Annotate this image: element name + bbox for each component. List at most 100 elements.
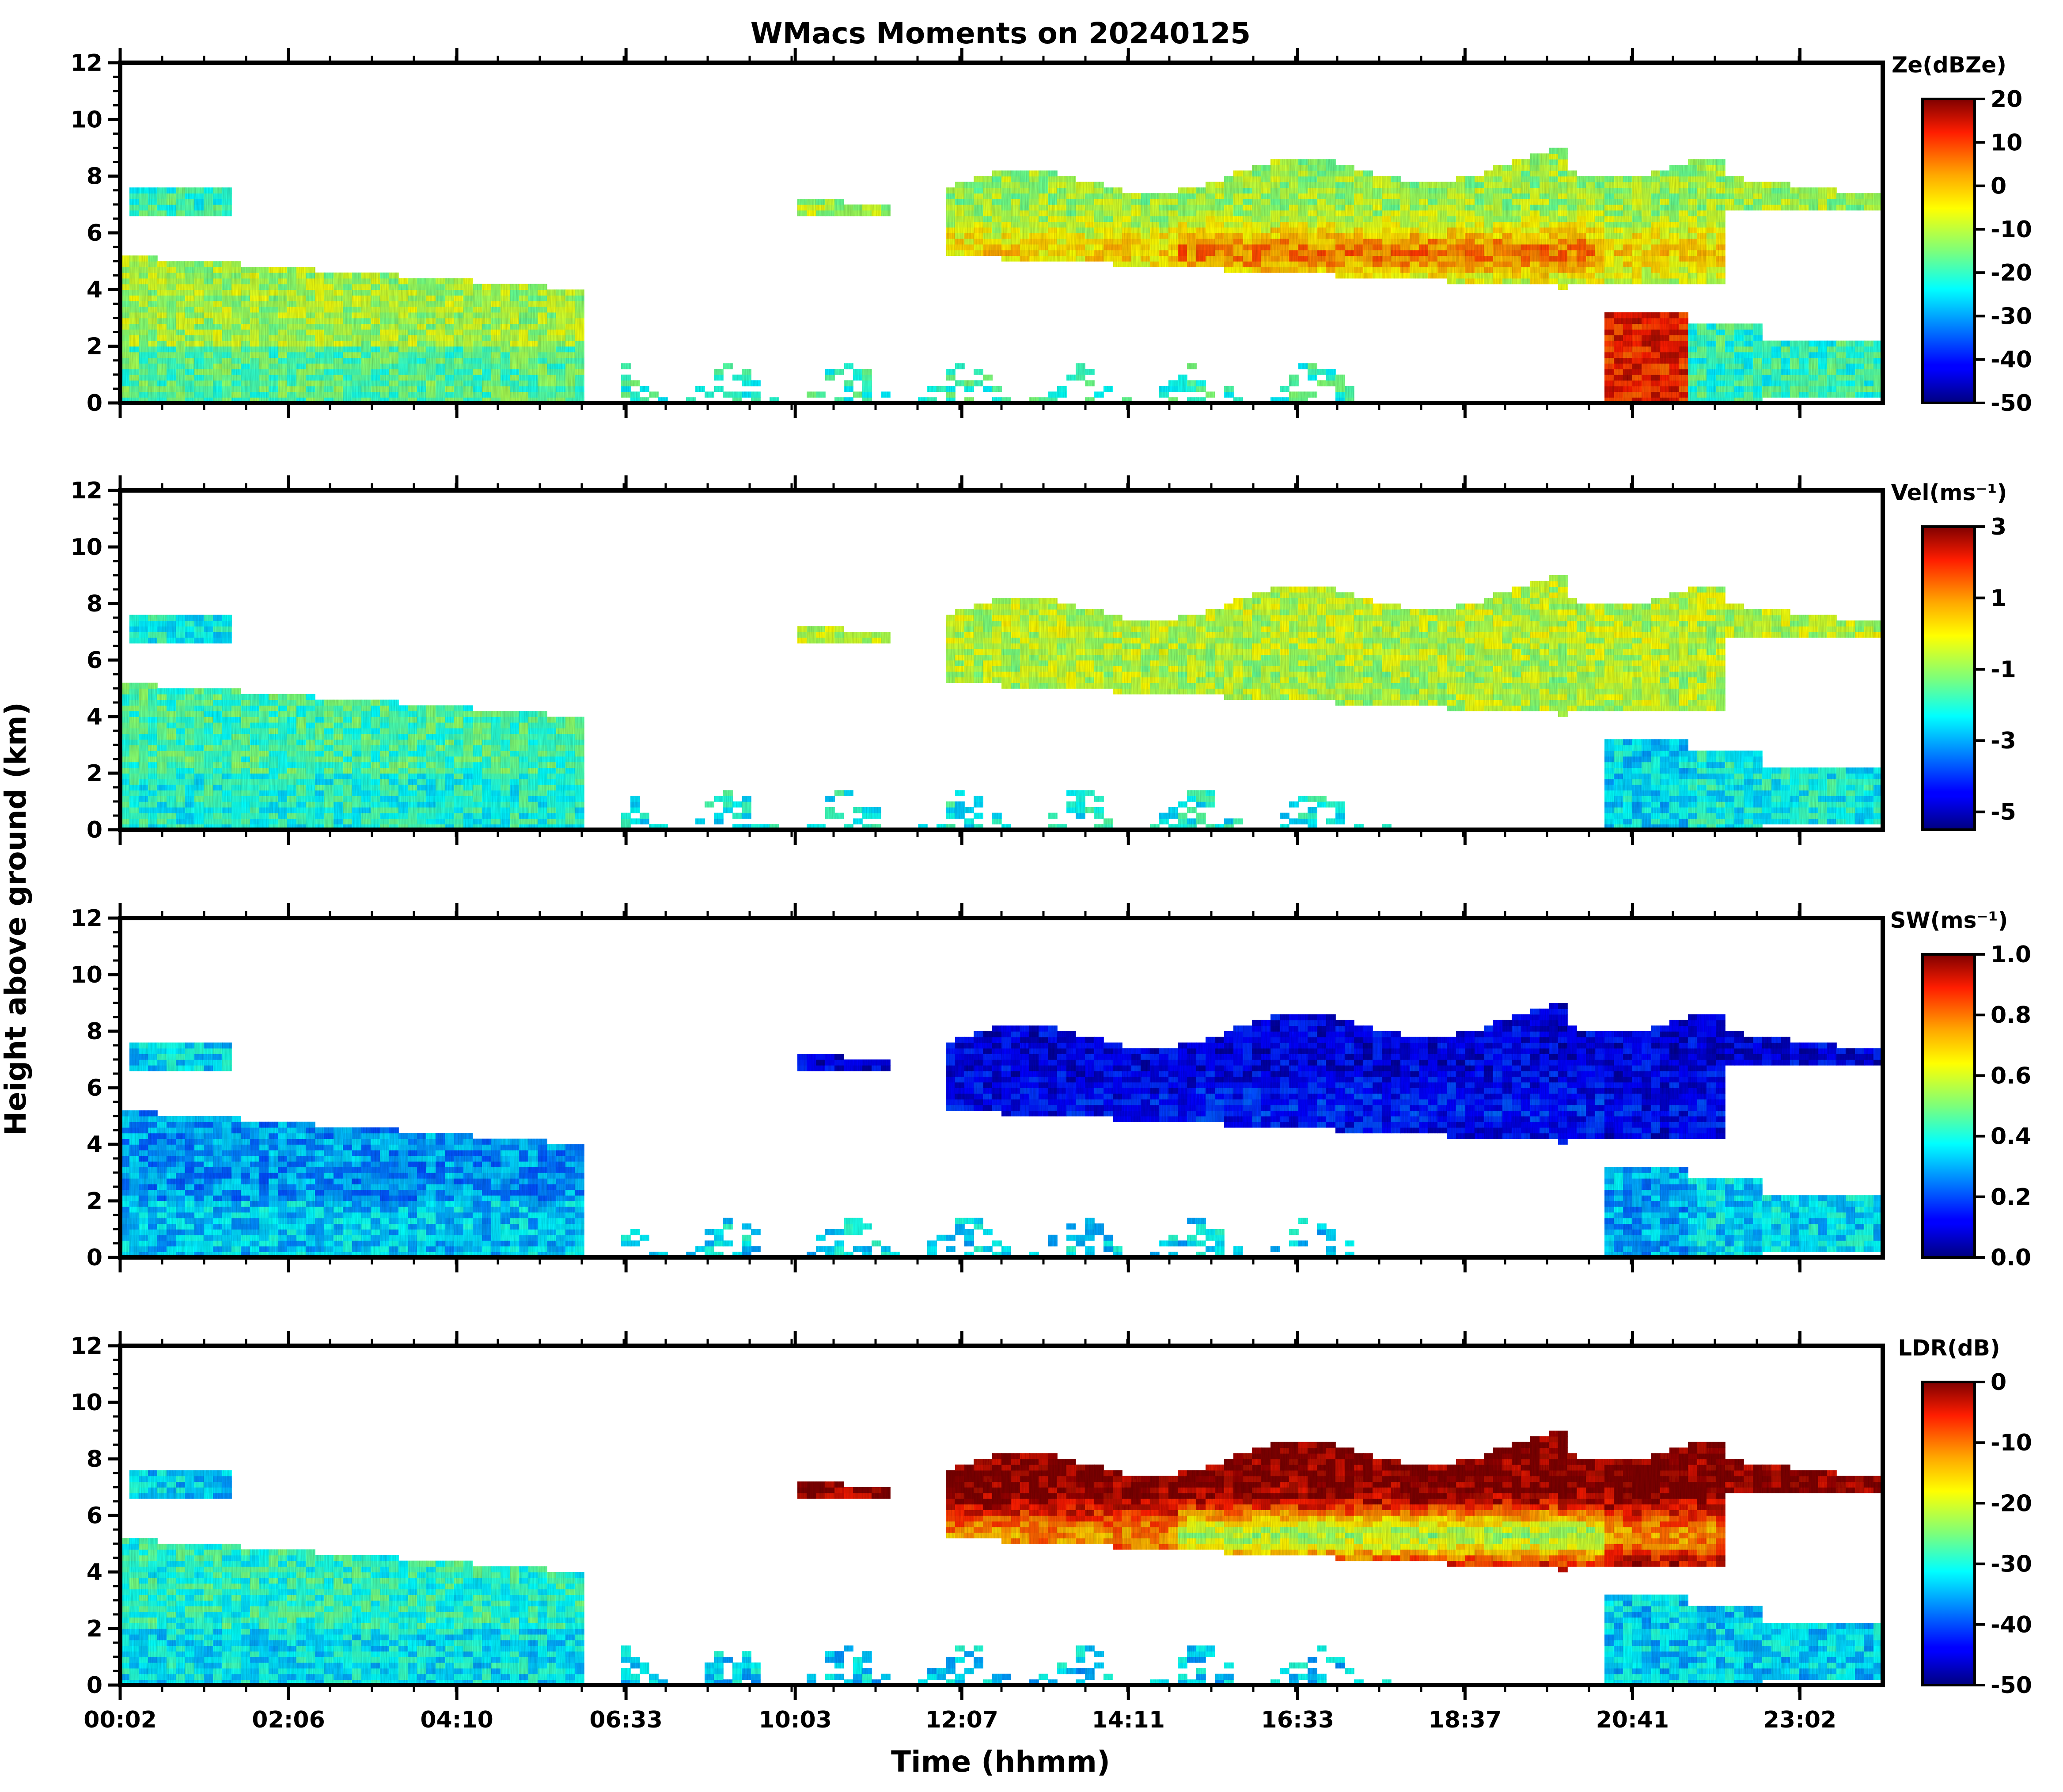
heatmap-cell	[1549, 199, 1559, 205]
heatmap-cell	[361, 335, 371, 341]
heatmap-cell	[194, 688, 204, 695]
heatmap-cell	[259, 812, 269, 819]
heatmap-cell	[231, 688, 241, 695]
heatmap-cell	[1660, 210, 1670, 216]
heatmap-cell	[1734, 357, 1744, 364]
heatmap-cell	[278, 750, 288, 757]
heatmap-cell	[148, 733, 158, 740]
heatmap-cell	[1391, 176, 1401, 182]
heatmap-cell	[1623, 329, 1633, 335]
heatmap-cell	[1419, 182, 1429, 188]
heatmap-cell	[371, 756, 380, 763]
heatmap-cell	[1178, 238, 1187, 245]
heatmap-cell	[1373, 199, 1382, 205]
heatmap-cell	[510, 301, 520, 307]
heatmap-cell	[1048, 598, 1058, 604]
heatmap-cell	[955, 227, 965, 233]
heatmap-cell	[1604, 227, 1614, 233]
heatmap-cell	[983, 677, 993, 683]
heatmap-cell	[1437, 221, 1447, 228]
heatmap-cell	[1447, 272, 1456, 279]
heatmap-cell	[306, 728, 315, 734]
heatmap-cell	[1011, 193, 1020, 199]
heatmap-cell	[352, 745, 362, 751]
heatmap-cell	[185, 301, 195, 307]
heatmap-cell	[528, 363, 538, 369]
heatmap-cell	[1298, 255, 1308, 262]
heatmap-cell	[1298, 363, 1308, 369]
heatmap-cell	[1669, 267, 1679, 273]
heatmap-cell	[1373, 261, 1382, 267]
heatmap-cell	[1697, 238, 1707, 245]
heatmap-cell	[1317, 261, 1327, 267]
heatmap-cell	[287, 778, 297, 785]
heatmap-cell	[1651, 182, 1661, 188]
heatmap-cell	[1168, 261, 1178, 267]
heatmap-cell	[278, 335, 288, 341]
heatmap-cell	[343, 391, 353, 398]
heatmap-cell	[454, 717, 464, 723]
heatmap-cell	[194, 335, 204, 341]
heatmap-cell	[361, 306, 371, 313]
heatmap-cell	[436, 329, 445, 335]
heatmap-cell	[213, 187, 223, 194]
heatmap-cell	[1651, 187, 1661, 194]
heatmap-cell	[324, 346, 334, 353]
heatmap-cell	[454, 756, 464, 763]
heatmap-cell	[408, 289, 417, 296]
heatmap-cell	[510, 739, 520, 745]
heatmap-cell	[1558, 244, 1568, 251]
heatmap-cell	[1206, 216, 1215, 222]
heatmap-cell	[1020, 604, 1030, 610]
heatmap-cell	[278, 306, 288, 313]
heatmap-cell	[1716, 216, 1725, 222]
heatmap-cell	[1540, 187, 1549, 194]
heatmap-cell	[640, 818, 649, 824]
heatmap-cell	[1530, 165, 1540, 171]
heatmap-cell	[334, 733, 343, 740]
heatmap-cell	[1345, 386, 1354, 392]
heatmap-cell	[176, 193, 186, 199]
heatmap-cell	[1744, 357, 1753, 364]
heatmap-cell	[222, 717, 232, 723]
heatmap-cell	[185, 369, 195, 375]
colorbar-tick-label: -40	[1991, 347, 2032, 373]
heatmap-cell	[204, 711, 213, 717]
heatmap-cell	[204, 620, 213, 626]
heatmap-cell	[1382, 261, 1392, 267]
heatmap-cell	[1289, 238, 1299, 245]
heatmap-cell	[167, 615, 176, 621]
heatmap-cell	[1168, 193, 1178, 199]
heatmap-cell	[482, 312, 492, 319]
heatmap-cell	[426, 369, 436, 375]
heatmap-cell	[1270, 255, 1280, 262]
heatmap-cell	[1771, 357, 1781, 364]
heatmap-cell	[1642, 176, 1651, 182]
heatmap-cell	[862, 391, 872, 398]
heatmap-cell	[129, 272, 139, 279]
heatmap-cell	[380, 762, 390, 768]
heatmap-cell	[287, 386, 297, 392]
heatmap-cell	[1623, 187, 1633, 194]
heatmap-cell	[148, 818, 158, 824]
heatmap-cell	[445, 346, 455, 353]
heatmap-cell	[575, 380, 584, 387]
heatmap-cell	[1159, 238, 1169, 245]
heatmap-cell	[398, 329, 408, 335]
heatmap-cell	[315, 289, 325, 296]
heatmap-cell	[352, 750, 362, 757]
heatmap-cell	[361, 818, 371, 824]
heatmap-cell	[463, 301, 473, 307]
heatmap-cell	[380, 380, 390, 387]
heatmap-cell	[1697, 216, 1707, 222]
heatmap-cell	[129, 620, 139, 626]
heatmap-cell	[964, 221, 974, 228]
heatmap-cell	[1725, 335, 1735, 341]
heatmap-cell	[1604, 221, 1614, 228]
heatmap-cell	[213, 812, 223, 819]
heatmap-cell	[380, 318, 390, 324]
heatmap-cell	[1716, 210, 1725, 216]
heatmap-cell	[278, 369, 288, 375]
heatmap-cell	[1252, 210, 1262, 216]
heatmap-cell	[1335, 238, 1345, 245]
